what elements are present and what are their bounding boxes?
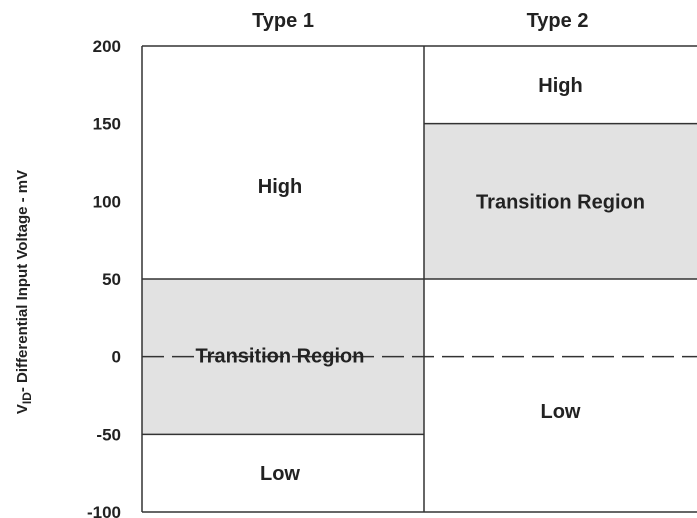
borders-layer: [141, 45, 697, 513]
y-axis-title-subscript: ID: [20, 392, 34, 404]
region-label-low: Low: [260, 463, 300, 485]
region-label-low: Low: [541, 401, 581, 423]
region-1-low: [142, 434, 424, 512]
y-ticks-layer: 200 150 100 50 0 -50 -100: [87, 37, 121, 518]
y-tick-label: 150: [93, 115, 121, 134]
region-2-transition-region: [424, 123, 697, 280]
region-2-low: [424, 279, 697, 512]
region-label-high: High: [258, 176, 302, 198]
region-label-transition-region: Transition Region: [476, 191, 645, 213]
regions-layer: [142, 46, 697, 512]
y-tick-label: -100: [87, 503, 121, 518]
y-tick-label: 50: [102, 270, 121, 289]
region-label-high: High: [538, 75, 582, 97]
y-tick-label: 100: [93, 192, 121, 211]
y-axis-title: VID- Differential Input Voltage - mV: [14, 170, 34, 414]
y-axis-title-suffix: - Differential Input Voltage - mV: [14, 170, 31, 392]
y-axis-title-prefix: V: [14, 404, 31, 414]
labels-layer: Type 1 Type 2 High Transition Region Low High…: [196, 10, 645, 485]
y-tick-label: 0: [112, 348, 121, 367]
region-2-high: [424, 46, 697, 124]
y-tick-label: 200: [93, 37, 121, 56]
region-1-high: [142, 46, 424, 279]
column-header-type-1: Type 1: [252, 10, 314, 32]
region-label-transition-region: Transition Region: [196, 346, 365, 368]
y-tick-label: -50: [96, 425, 121, 444]
column-header-type-2: Type 2: [527, 10, 589, 32]
